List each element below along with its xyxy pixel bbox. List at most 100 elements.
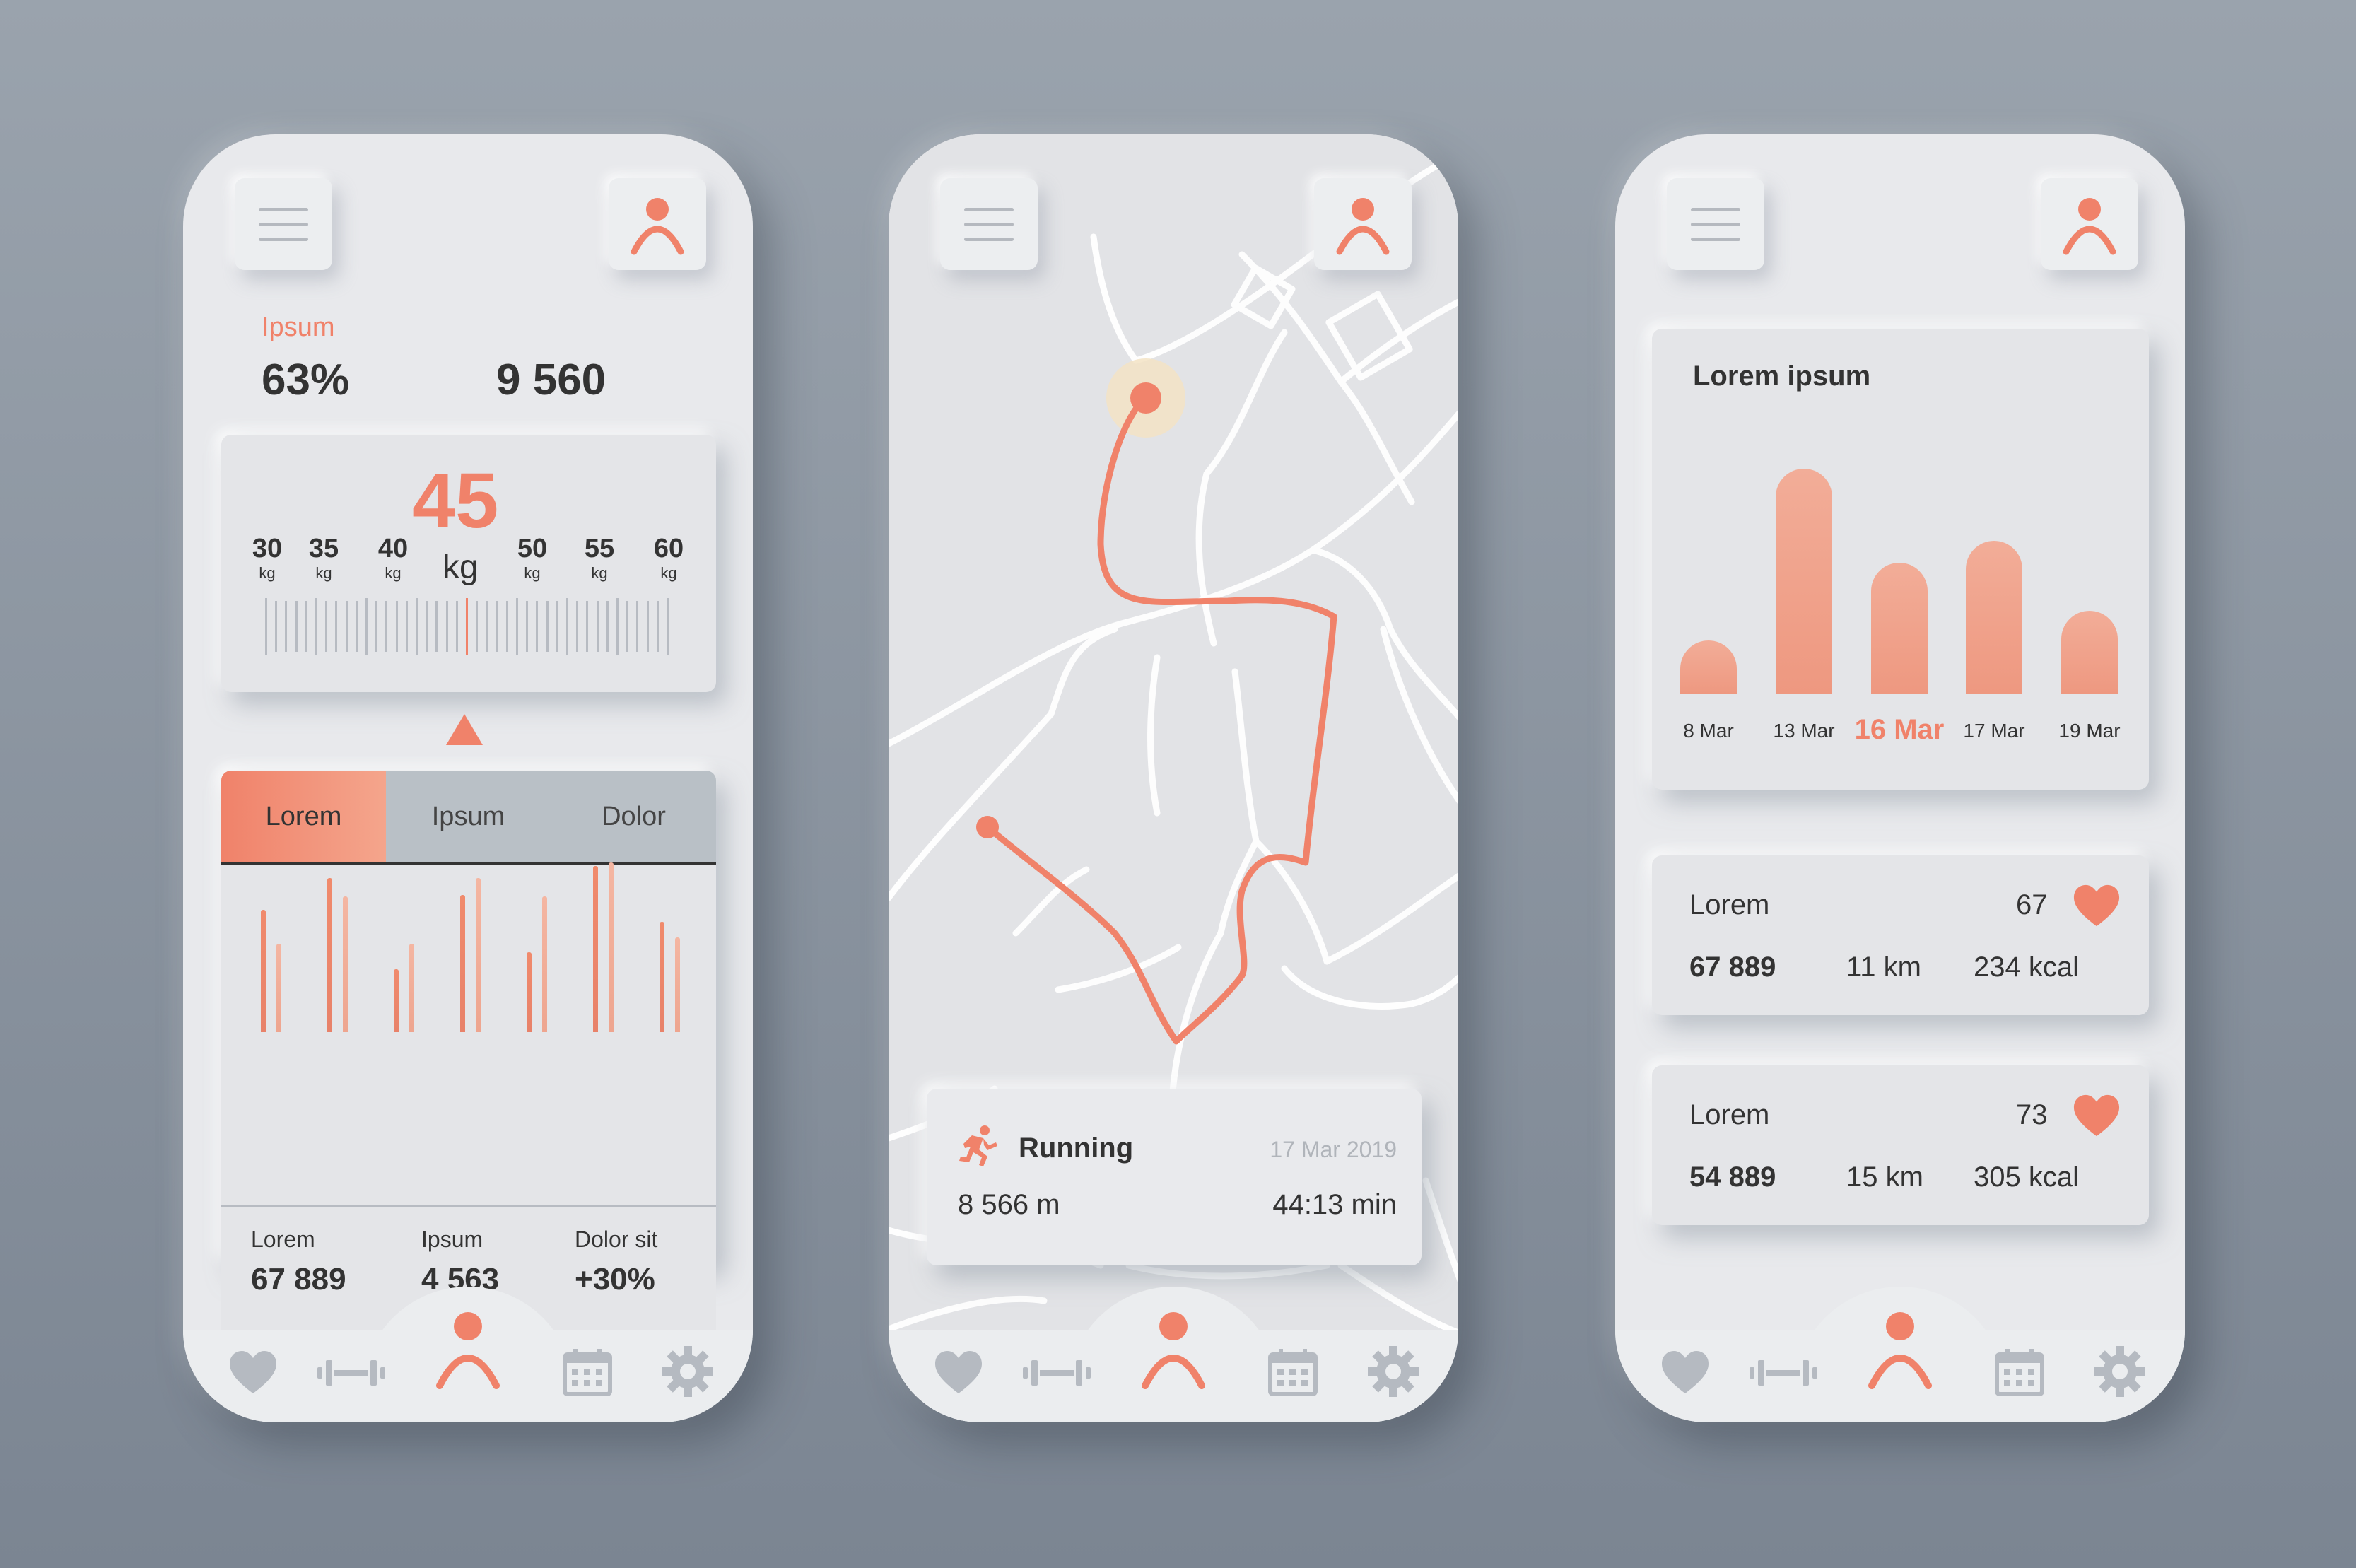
date-label: 13 Mar <box>1773 720 1835 742</box>
tab-dolor[interactable]: Dolor <box>551 771 716 862</box>
profile-button[interactable] <box>1314 178 1412 270</box>
stat-label: Ipsum <box>262 312 335 342</box>
heart-icon[interactable] <box>932 1348 985 1398</box>
week-bar-primary <box>660 922 664 1032</box>
dumbbell-icon[interactable] <box>316 1353 387 1393</box>
menu-button[interactable] <box>940 178 1038 270</box>
heart-icon[interactable] <box>2070 882 2123 930</box>
user-icon[interactable] <box>1138 1309 1209 1394</box>
profile-button[interactable] <box>609 178 706 270</box>
week-bar-secondary <box>675 937 680 1032</box>
date-bar[interactable] <box>1680 640 1737 694</box>
gear-icon[interactable] <box>1366 1345 1420 1398</box>
chart-title: Lorem ipsum <box>1693 361 1871 392</box>
scale-tick <box>667 598 669 655</box>
scale-tick <box>265 598 267 655</box>
menu-button[interactable] <box>1667 178 1764 270</box>
menu-button[interactable] <box>235 178 332 270</box>
scale-tick <box>365 598 368 655</box>
scale-tick <box>496 601 498 652</box>
weight-value: 45 <box>412 457 499 544</box>
date-bar[interactable] <box>1966 541 2022 694</box>
summary-value: +30% <box>575 1262 655 1297</box>
profile-button[interactable] <box>2041 178 2138 270</box>
date-bar[interactable] <box>2061 611 2118 694</box>
week-bar-primary <box>327 877 332 1032</box>
gear-icon[interactable] <box>2093 1345 2147 1398</box>
heart-icon[interactable] <box>227 1348 279 1398</box>
summary-label: Ipsum <box>421 1227 483 1252</box>
entry-energy: 234 kcal <box>1974 952 2079 983</box>
scale-tick <box>536 601 539 652</box>
calendar-icon[interactable] <box>1994 1347 2045 1397</box>
scale-tick <box>606 601 609 652</box>
scale-tick <box>466 598 468 655</box>
summary-label: Dolor sit <box>575 1227 658 1252</box>
entry-energy: 305 kcal <box>1974 1162 2079 1193</box>
daily-bar-chart: 8 Mar 13 Mar 16 Mar 17 Mar 19 Mar <box>1652 329 2149 790</box>
tab-lorem[interactable]: Lorem <box>221 771 386 862</box>
user-icon[interactable] <box>433 1309 503 1394</box>
scale-tick <box>566 598 568 655</box>
phone-screen-stats: Lorem ipsum 8 Mar 13 Mar 16 Mar 17 Mar 19 Ma… <box>1615 134 2185 1422</box>
route-start-marker <box>1130 382 1161 414</box>
scale-tick <box>586 601 589 652</box>
heart-icon[interactable] <box>1659 1348 1711 1398</box>
scale-tick <box>596 601 599 652</box>
bottom-nav <box>183 1287 753 1422</box>
scale-tick <box>576 601 579 652</box>
gear-icon[interactable] <box>661 1345 715 1398</box>
weight-scale-card[interactable]: 45 kg 30 kg 35 kg 40 kg 50 kg 55 kg 60 kg <box>221 435 716 692</box>
scale-tick <box>486 601 488 652</box>
summary-value: 67 889 <box>251 1262 346 1297</box>
scale-tick <box>445 601 448 652</box>
scale-tick <box>435 601 438 652</box>
activity-distance: 8 566 m <box>958 1189 1060 1220</box>
scale-tick <box>325 601 328 652</box>
week-bar-primary <box>394 969 399 1032</box>
scale-tick <box>385 601 388 652</box>
route-end-marker <box>976 816 999 838</box>
activity-card[interactable]: Running 17 Mar 2019 8 566 m 44:13 min <box>927 1089 1422 1265</box>
week-bar-secondary <box>609 862 614 1032</box>
activity-date: 17 Mar 2019 <box>1270 1137 1397 1162</box>
phone-screen-weight: Ipsum 63% 9 560 45 kg 30 kg 35 kg 40 kg 50 k… <box>183 134 753 1422</box>
scale-tick <box>656 601 659 652</box>
entry-card[interactable]: Lorem 67 67 889 11 km 234 kcal <box>1652 855 2149 1015</box>
scale-tick <box>335 601 338 652</box>
date-bar[interactable] <box>1776 468 1832 694</box>
scale-tick <box>305 601 307 652</box>
week-bar-secondary <box>276 944 281 1032</box>
scale-tick <box>395 601 398 652</box>
entry-count: 67 <box>2016 889 2048 920</box>
entry-card[interactable]: Lorem 73 54 889 15 km 305 kcal <box>1652 1065 2149 1225</box>
date-bar[interactable] <box>1871 562 1928 694</box>
scale-tick <box>505 601 508 652</box>
week-bar-primary <box>261 910 266 1032</box>
calendar-icon[interactable] <box>562 1347 613 1397</box>
weight-unit: kg <box>443 549 479 586</box>
scale-tick <box>476 601 479 652</box>
scale-ruler[interactable] <box>265 598 675 657</box>
week-bar-primary <box>460 894 465 1032</box>
daily-chart-card: Lorem ipsum 8 Mar 13 Mar 16 Mar 17 Mar 19 Ma… <box>1652 329 2149 790</box>
tab-ipsum[interactable]: Ipsum <box>386 771 553 862</box>
dumbbell-icon[interactable] <box>1021 1353 1092 1393</box>
week-bar-primary <box>527 952 532 1032</box>
dumbbell-icon[interactable] <box>1748 1353 1819 1393</box>
week-bar-secondary <box>409 944 414 1032</box>
bottom-nav <box>1615 1287 2185 1422</box>
weekly-chart-card: Lorem Ipsum Dolor S M T W T F S <box>221 771 716 1265</box>
calendar-icon[interactable] <box>1267 1347 1318 1397</box>
triangle-up-icon <box>446 714 483 745</box>
heart-icon[interactable] <box>2070 1092 2123 1140</box>
user-icon[interactable] <box>1865 1309 1935 1394</box>
week-bar-primary <box>593 865 598 1032</box>
scale-tick <box>355 601 358 652</box>
user-icon <box>2063 198 2116 255</box>
scale-tick <box>556 601 558 652</box>
scale-tick <box>416 598 418 655</box>
date-label: 16 Mar <box>1854 714 1945 745</box>
activity-title: Running <box>1019 1133 1134 1164</box>
entry-distance: 11 km <box>1846 952 1921 983</box>
